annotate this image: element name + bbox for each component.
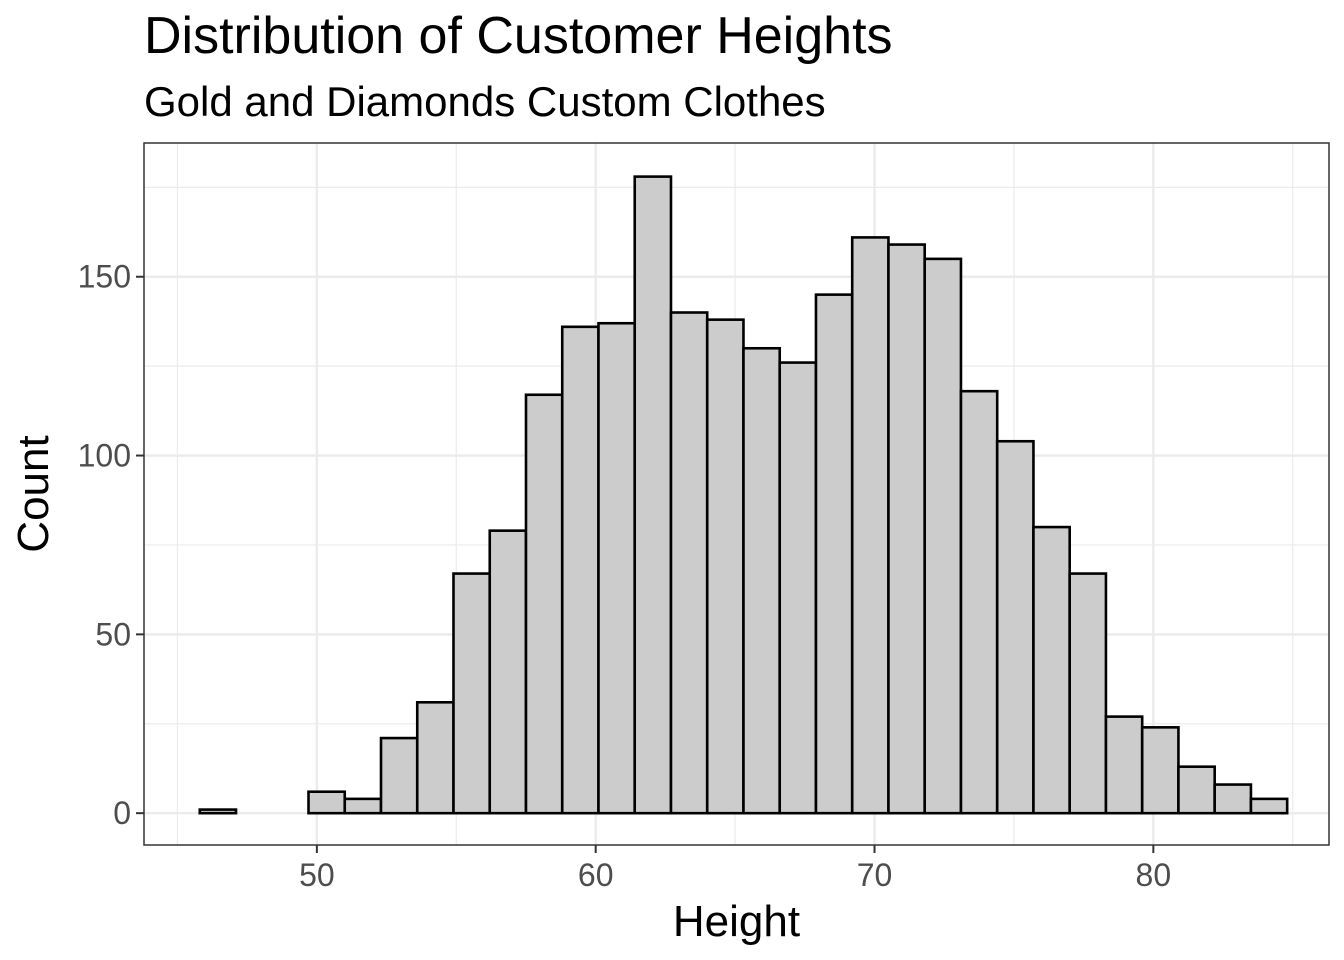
histogram-bar	[307, 790, 347, 815]
y-axis: 0 50 100 150	[78, 259, 144, 831]
x-axis: 50 60 70 80	[299, 845, 1171, 893]
histogram-bar	[524, 393, 564, 815]
histogram-bar	[415, 701, 455, 815]
histogram-bar	[597, 321, 637, 815]
y-tick-label: 0	[113, 795, 131, 831]
histogram-bars	[198, 175, 1289, 815]
x-tick-label: 80	[1136, 857, 1172, 893]
histogram-bar	[379, 736, 419, 815]
histogram-bar	[705, 318, 745, 815]
y-tick-label: 50	[95, 616, 131, 652]
histogram-bar	[560, 325, 600, 815]
histogram-bar	[488, 529, 528, 815]
histogram-bar	[887, 243, 927, 815]
chart-subtitle: Gold and Diamonds Custom Clothes	[144, 78, 826, 125]
histogram-bar	[343, 797, 383, 815]
histogram-bar	[452, 572, 492, 815]
chart-title: Distribution of Customer Heights	[144, 7, 893, 65]
x-tick-label: 70	[857, 857, 893, 893]
histogram-bar	[198, 808, 238, 815]
x-axis-title: Height	[673, 897, 800, 946]
histogram-bar	[959, 389, 999, 815]
panel-border	[143, 142, 1330, 846]
histogram-bar	[633, 175, 673, 815]
x-tick-label: 50	[299, 857, 335, 893]
histogram-bar	[814, 293, 854, 815]
histogram-bar	[742, 346, 782, 815]
histogram-bar	[1140, 726, 1180, 815]
histogram-bar	[995, 439, 1035, 815]
histogram-bar	[1249, 797, 1289, 815]
y-tick-label: 150	[78, 259, 131, 295]
y-tick-label: 100	[78, 438, 131, 474]
histogram-bar	[1213, 783, 1253, 815]
histogram-bar	[1104, 715, 1144, 815]
x-tick-label: 60	[578, 857, 614, 893]
histogram-bar	[669, 311, 709, 815]
histogram-bar	[850, 236, 890, 815]
y-axis-title: Count	[9, 435, 58, 552]
histogram-bar	[778, 361, 818, 815]
histogram-bar	[1032, 525, 1071, 815]
histogram-bar	[1068, 572, 1108, 815]
histogram-bar	[1177, 765, 1216, 815]
histogram-bar	[923, 257, 963, 815]
